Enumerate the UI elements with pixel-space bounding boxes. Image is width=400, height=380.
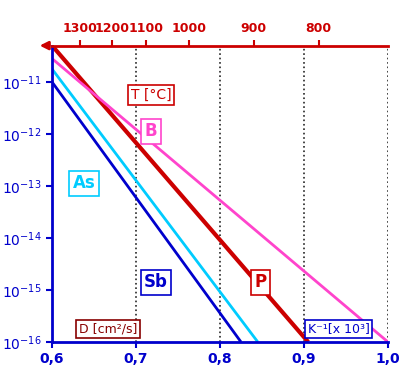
Text: K⁻¹[x 10³]: K⁻¹[x 10³] — [308, 323, 370, 336]
Text: As: As — [72, 174, 95, 192]
Text: P: P — [254, 273, 266, 291]
Text: T [°C]: T [°C] — [131, 88, 172, 102]
Text: D [cm²/s]: D [cm²/s] — [79, 323, 137, 336]
Text: B: B — [145, 122, 158, 140]
Text: Sb: Sb — [144, 273, 168, 291]
